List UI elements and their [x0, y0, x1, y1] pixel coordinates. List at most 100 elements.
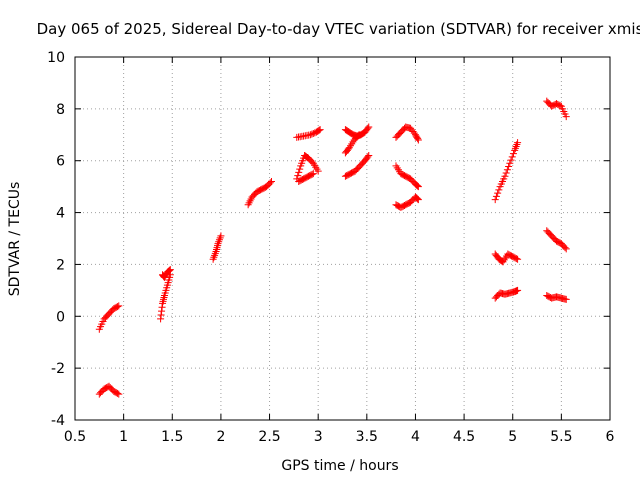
series-arc-1	[95, 302, 123, 333]
plot-frame	[74, 56, 611, 421]
y-tick-label: 0	[56, 309, 65, 325]
interpolated-marker	[103, 312, 111, 320]
interpolated-marker	[545, 293, 553, 301]
series-arc-20	[543, 227, 570, 253]
interpolated-marker	[255, 187, 263, 195]
interpolated-marker	[298, 132, 306, 140]
x-axis-label: GPS time / hours	[281, 458, 398, 474]
interpolated-marker	[107, 307, 115, 315]
interpolated-marker	[112, 389, 120, 397]
x-tick-label: 6	[606, 429, 615, 445]
interpolated-marker	[307, 171, 315, 179]
interpolated-marker	[354, 132, 362, 140]
x-tick-label: 4.5	[453, 429, 475, 445]
interpolated-marker	[354, 164, 362, 172]
interpolated-marker	[296, 165, 304, 173]
interpolated-marker	[492, 192, 500, 200]
interpolated-marker	[506, 251, 514, 259]
interpolated-marker	[364, 124, 372, 132]
interpolated-marker	[308, 130, 316, 138]
interpolated-marker	[505, 163, 513, 171]
interpolated-marker	[404, 174, 412, 182]
axis-ticks: 0.5 1 1.5 2 2.5 3 3.5 4 4.5 5 5.5 6 -4 -2 0 2 4 6 8 10	[47, 50, 614, 445]
series-arc-5	[209, 232, 225, 263]
interpolated-marker	[314, 127, 322, 135]
interpolated-marker	[399, 126, 407, 134]
interpolated-marker	[511, 254, 519, 262]
x-tick-label: 2	[216, 429, 225, 445]
interpolated-marker	[114, 303, 122, 311]
interpolated-marker	[494, 292, 502, 300]
interpolated-marker	[404, 199, 412, 207]
y-tick-label: 10	[47, 50, 65, 66]
x-tick-label: 1.5	[161, 429, 183, 445]
interpolated-marker	[297, 176, 305, 184]
data-point-marker	[491, 196, 499, 204]
series-arc-9	[295, 170, 317, 185]
interpolated-marker	[349, 168, 357, 176]
series-arc-19	[543, 97, 570, 121]
interpolated-marker	[266, 179, 274, 187]
interpolated-marker	[309, 129, 317, 137]
y-tick-label: -2	[51, 361, 65, 377]
y-tick-label: -4	[51, 413, 65, 429]
interpolated-marker	[166, 266, 174, 274]
interpolated-marker	[414, 195, 422, 203]
y-tick-label: 2	[56, 257, 65, 273]
interpolated-marker	[399, 171, 407, 179]
series-arc-15	[392, 193, 422, 211]
x-tick-label: 5.5	[550, 429, 572, 445]
interpolated-marker	[503, 166, 511, 174]
interpolated-marker	[158, 303, 166, 311]
interpolated-marker	[99, 317, 107, 325]
interpolated-marker	[399, 202, 407, 210]
interpolated-marker	[114, 389, 122, 397]
interpolated-marker	[512, 142, 520, 150]
interpolated-marker	[347, 129, 355, 137]
x-tick-label: 2.5	[258, 429, 280, 445]
grid-lines	[75, 57, 610, 420]
y-tick-label: 6	[56, 154, 65, 170]
interpolated-marker	[294, 172, 302, 180]
interpolated-marker	[508, 153, 516, 161]
y-axis-label: SDTVAR / TECUs	[7, 182, 23, 297]
series-arc-13	[392, 123, 422, 144]
interpolated-marker	[409, 177, 417, 185]
interpolated-marker	[214, 242, 222, 250]
series-arc-14	[392, 162, 422, 191]
interpolated-marker	[497, 257, 505, 265]
x-tick-label: 0.5	[64, 429, 86, 445]
interpolated-marker	[343, 146, 351, 154]
series-arc-6	[244, 177, 275, 209]
interpolated-marker	[561, 110, 569, 118]
interpolated-marker	[163, 284, 171, 292]
interpolated-marker	[560, 242, 568, 250]
interpolated-marker	[555, 238, 563, 246]
interpolated-marker	[305, 131, 313, 139]
interpolated-marker	[160, 293, 168, 301]
interpolated-marker	[545, 229, 553, 237]
interpolated-marker	[513, 287, 521, 295]
interpolated-marker	[353, 133, 361, 141]
interpolated-marker	[211, 251, 219, 259]
series-arc-7	[293, 126, 324, 141]
interpolated-marker	[216, 234, 224, 242]
series-arc-8	[293, 152, 322, 183]
data-markers	[95, 97, 570, 398]
interpolated-marker	[265, 180, 273, 188]
interpolated-marker	[409, 128, 417, 136]
interpolated-marker	[112, 303, 120, 311]
x-tick-label: 5	[508, 429, 517, 445]
series-arc-11	[341, 131, 363, 157]
interpolated-marker	[250, 190, 258, 198]
interpolated-marker	[509, 150, 517, 158]
interpolated-marker	[315, 126, 323, 134]
y-tick-label: 8	[56, 102, 65, 118]
x-tick-label: 3	[314, 429, 323, 445]
interpolated-marker	[561, 295, 569, 303]
interpolated-marker	[302, 174, 310, 182]
interpolated-marker	[246, 197, 254, 205]
interpolated-marker	[344, 171, 352, 179]
x-tick-label: 1	[119, 429, 128, 445]
